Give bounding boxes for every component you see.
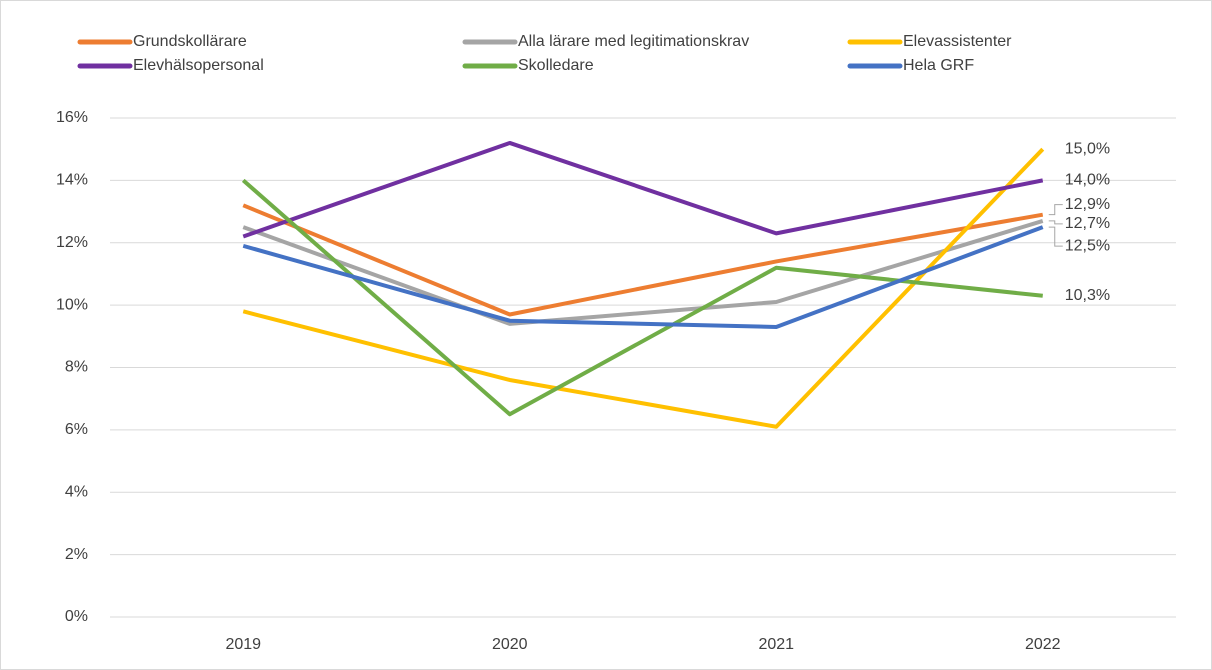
- legend-label: Alla lärare med legitimationskrav: [518, 33, 749, 50]
- legend-label: Skolledare: [518, 57, 594, 74]
- y-tick-label: 2%: [65, 546, 88, 563]
- y-tick-label: 10%: [56, 296, 88, 313]
- legend-label: Elevassistenter: [903, 33, 1012, 50]
- y-tick-label: 12%: [56, 234, 88, 251]
- data-label: 12,7%: [1065, 215, 1110, 232]
- x-tick-label: 2022: [1025, 636, 1061, 653]
- y-tick-label: 4%: [65, 483, 88, 500]
- y-tick-label: 6%: [65, 421, 88, 438]
- data-label: 10,3%: [1065, 287, 1110, 304]
- legend-label: Hela GRF: [903, 57, 974, 74]
- data-label: 12,9%: [1065, 196, 1110, 213]
- x-tick-label: 2021: [758, 636, 794, 653]
- y-tick-label: 8%: [65, 359, 88, 376]
- series-line: [242, 219, 1044, 326]
- series-line: [242, 147, 1045, 429]
- x-tick-label: 2019: [225, 636, 261, 653]
- series-line: [241, 178, 1043, 417]
- series-line: [242, 140, 1044, 239]
- x-tick-label: 2020: [492, 636, 528, 653]
- series-line: [242, 203, 1044, 317]
- data-label: 14,0%: [1065, 172, 1110, 189]
- data-label: 15,0%: [1065, 140, 1110, 157]
- legend-label: Elevhälsopersonal: [133, 57, 264, 74]
- leader-line: [1048, 220, 1063, 225]
- legend-label: Grundskollärare: [133, 33, 247, 50]
- y-tick-label: 14%: [56, 172, 88, 189]
- leader-line: [1048, 204, 1063, 216]
- leader-line: [1048, 226, 1063, 247]
- series-line: [242, 225, 1044, 329]
- y-tick-label: 0%: [65, 608, 88, 625]
- y-tick-label: 16%: [56, 109, 88, 126]
- data-label: 12,5%: [1065, 237, 1110, 254]
